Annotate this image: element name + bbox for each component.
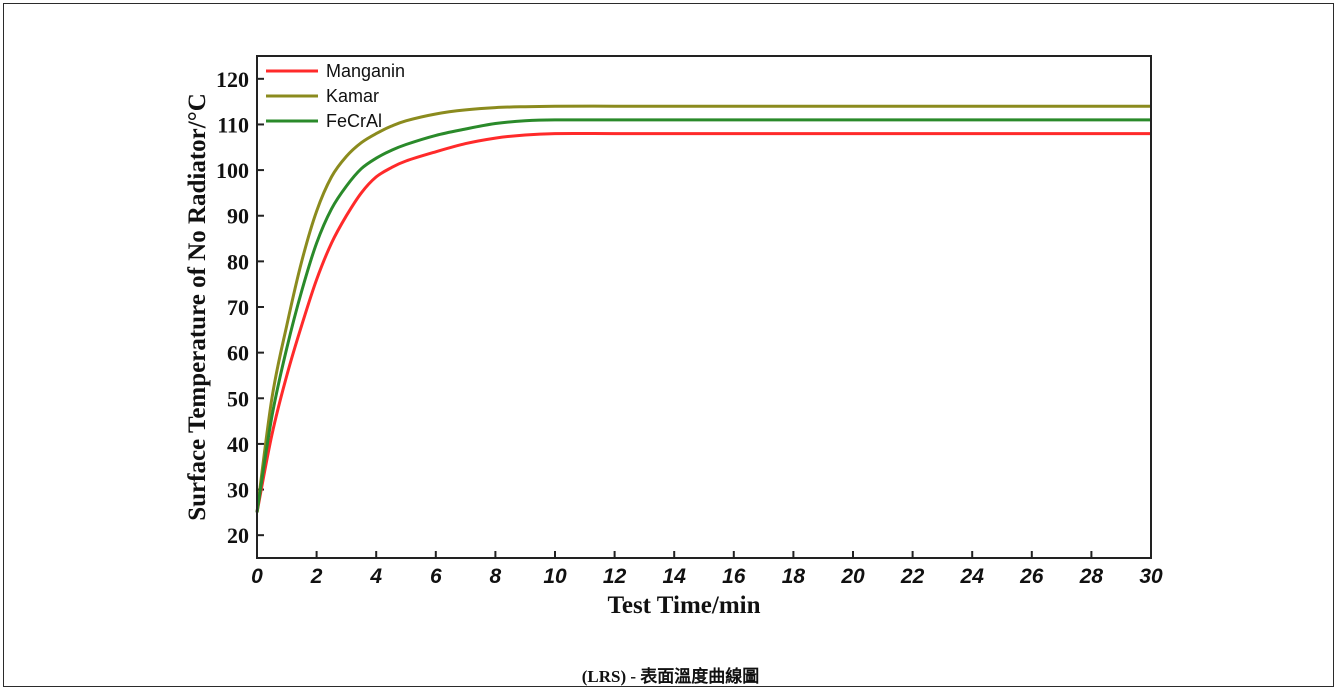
x-tick-label: 0 bbox=[251, 565, 263, 588]
y-tick-label: 60 bbox=[227, 341, 249, 366]
y-tick-label: 80 bbox=[227, 249, 249, 274]
x-tick-label: 28 bbox=[1079, 565, 1104, 588]
legend: Manganin Kamar FeCrAl bbox=[266, 61, 405, 131]
figure-caption: (LRS) - 表面溫度曲線圖 bbox=[581, 667, 760, 686]
y-tick-label: 70 bbox=[227, 295, 249, 320]
x-tick-label: 24 bbox=[960, 565, 985, 588]
y-axis-ticks: 20 30 40 50 60 70 80 90 100 110 120 bbox=[216, 67, 264, 548]
x-tick-label: 14 bbox=[663, 565, 687, 588]
x-tick-label: 20 bbox=[840, 565, 865, 588]
y-tick-label: 120 bbox=[216, 67, 249, 92]
legend-label: Manganin bbox=[326, 61, 405, 81]
y-tick-label: 100 bbox=[216, 158, 249, 183]
series-lines bbox=[255, 104, 1151, 513]
y-tick-label: 110 bbox=[217, 112, 249, 137]
x-tick-label: 8 bbox=[490, 565, 502, 588]
x-tick-label: 6 bbox=[430, 565, 442, 588]
y-tick-label: 90 bbox=[227, 204, 249, 229]
y-axis-title: Surface Temperature of No Radiator/°C bbox=[184, 93, 211, 521]
series-line-manganin bbox=[255, 132, 1151, 513]
y-tick-label: 20 bbox=[227, 523, 249, 548]
x-tick-label: 16 bbox=[722, 565, 746, 588]
x-tick-label: 18 bbox=[782, 565, 806, 588]
y-tick-label: 40 bbox=[227, 432, 249, 457]
x-tick-label: 4 bbox=[369, 565, 382, 588]
y-tick-label: 30 bbox=[227, 478, 249, 503]
series-line-kamar bbox=[255, 104, 1151, 513]
series-line-fecral bbox=[255, 118, 1151, 513]
x-tick-label: 26 bbox=[1019, 565, 1044, 588]
plot-area-border bbox=[256, 55, 1152, 559]
x-axis-title: Test Time/min bbox=[607, 592, 760, 619]
x-tick-label: 12 bbox=[603, 565, 627, 588]
x-tick-label: 30 bbox=[1139, 565, 1163, 588]
legend-label: FeCrAl bbox=[326, 111, 382, 131]
legend-label: Kamar bbox=[326, 86, 379, 106]
x-tick-label: 10 bbox=[543, 565, 567, 588]
y-tick-label: 50 bbox=[227, 386, 249, 411]
figure-frame bbox=[3, 3, 1334, 687]
x-tick-label: 22 bbox=[900, 565, 925, 588]
x-tick-label: 2 bbox=[310, 565, 323, 588]
x-axis-ticks: 0 2 4 6 8 10 12 14 16 18 20 22 24 26 28 30 bbox=[251, 551, 1163, 588]
